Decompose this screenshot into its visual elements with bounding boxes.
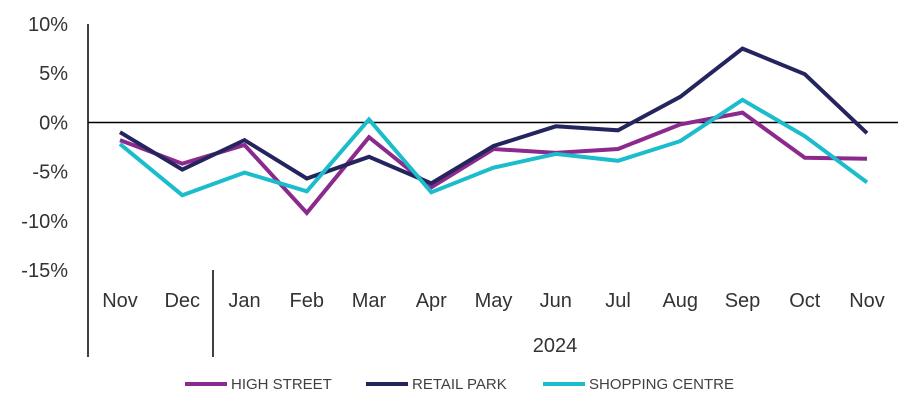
x-tick-label: Nov xyxy=(102,290,138,312)
legend-label: HIGH STREET xyxy=(231,376,332,393)
x-tick-label: Feb xyxy=(290,290,324,312)
x-axis-ticks: Nov Dec Jan Feb Mar Apr May Jun Jul Aug Sep Oct Nov xyxy=(102,290,885,312)
legend-label: SHOPPING CENTRE xyxy=(589,376,734,393)
y-tick-label: -5% xyxy=(32,162,68,184)
series-line-high-street xyxy=(119,110,868,216)
x-tick-label: Apr xyxy=(416,290,447,312)
x-tick-label: Jun xyxy=(540,290,572,312)
y-tick-label: -10% xyxy=(21,211,68,233)
y-tick-label: 10% xyxy=(28,14,68,36)
x-tick-label: May xyxy=(475,290,513,312)
x-tick-label: Dec xyxy=(164,290,200,312)
x-tick-label: Sep xyxy=(725,290,761,312)
y-tick-label: 5% xyxy=(39,63,68,85)
series-line-shopping-centre xyxy=(118,97,869,198)
legend-label: RETAIL PARK xyxy=(412,376,507,393)
legend: HIGH STREET RETAIL PARK SHOPPING CENTRE xyxy=(185,376,734,393)
x-tick-label: Nov xyxy=(849,290,885,312)
legend-item-retail-park: RETAIL PARK xyxy=(366,376,507,393)
year-label: 2024 xyxy=(533,335,578,357)
y-tick-label: 0% xyxy=(39,112,68,134)
x-tick-label: Mar xyxy=(352,290,387,312)
x-tick-label: Aug xyxy=(662,290,698,312)
series-lines xyxy=(118,46,869,216)
y-tick-label: -15% xyxy=(21,260,68,282)
x-tick-label: Jan xyxy=(228,290,260,312)
series-line-retail-park xyxy=(118,46,869,186)
legend-item-high-street: HIGH STREET xyxy=(185,376,332,393)
legend-item-shopping-centre: SHOPPING CENTRE xyxy=(543,376,734,393)
y-axis-ticks: 10% 5% 0% -5% -10% -15% xyxy=(21,14,68,282)
x-tick-label: Oct xyxy=(789,290,821,312)
x-tick-label: Jul xyxy=(605,290,631,312)
